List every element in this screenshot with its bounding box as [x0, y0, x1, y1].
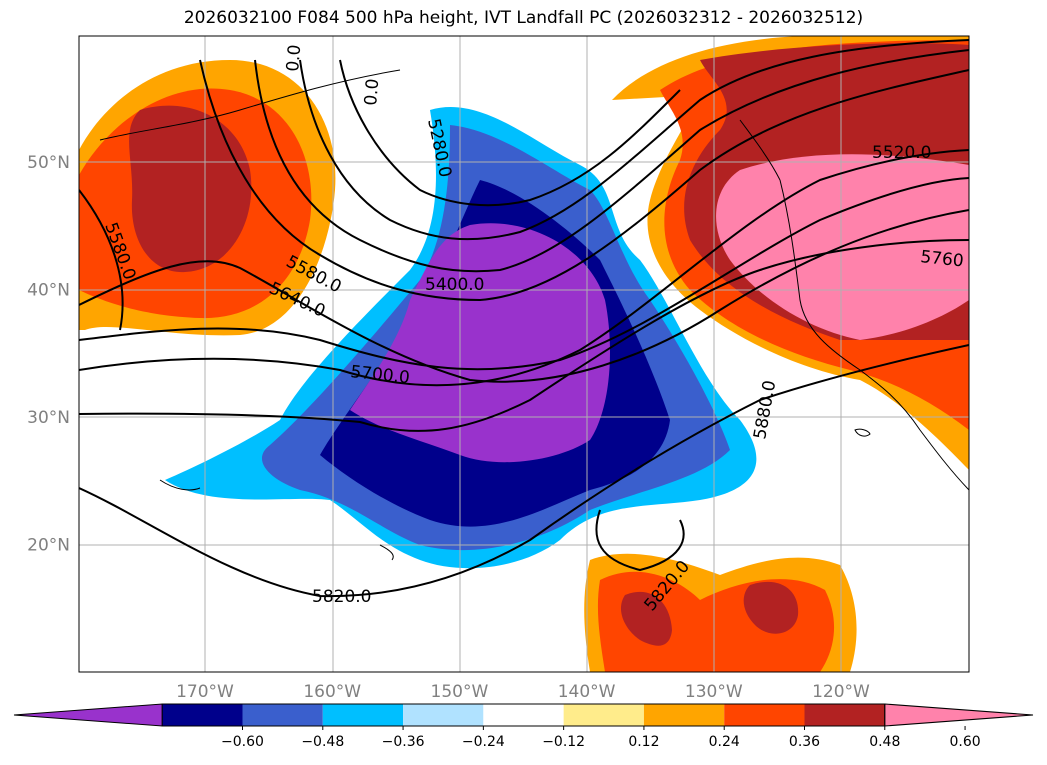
contour-line — [79, 209, 969, 383]
colorbar-extend-high — [884, 703, 1034, 727]
contour-label: 5760 — [919, 247, 964, 271]
contour-line — [79, 344, 969, 598]
colorbar-tick-label: −0.48 — [301, 734, 344, 750]
colorbar-tick-label: 0.12 — [628, 734, 659, 750]
contour-line — [79, 189, 124, 331]
contour-line — [79, 239, 969, 432]
contour-line — [79, 149, 969, 387]
latitude-tick-label: 50°N — [27, 153, 70, 173]
contour-label: 0.0 — [283, 44, 305, 73]
colorbar: −0.60 −0.48 −0.36 −0.24 −0.12 0.12 0.24 0.36 0.4… — [13, 703, 1034, 750]
map-frame — [78, 35, 970, 673]
longitude-tick-label: 150°W — [431, 682, 489, 702]
longitude-tick-label: 130°W — [685, 682, 743, 702]
colorbar-segment — [483, 704, 564, 726]
longitude-tick-label: 120°W — [812, 682, 870, 702]
colorbar-tick-label: 0.36 — [789, 734, 820, 750]
contour-line — [254, 49, 969, 273]
colorbar-segment — [403, 704, 484, 726]
contour-line — [299, 39, 969, 241]
contour-label: 5520.0 — [872, 143, 931, 163]
height-contours — [79, 39, 969, 598]
longitude-tick-label: 160°W — [303, 682, 361, 702]
colorbar-segment — [242, 704, 323, 726]
colorbar-segment — [804, 704, 885, 726]
figure-title: 2026032100 F084 500 hPa height, IVT Land… — [183, 8, 864, 28]
colorbar-tick-label: −0.60 — [221, 734, 264, 750]
colorbar-segment — [322, 704, 404, 726]
colorbar-segment — [563, 704, 644, 726]
longitude-labels: 170°W 160°W 150°W 140°W 130°W 120°W — [176, 682, 870, 702]
coastlines — [99, 69, 969, 561]
contour-label: 0.0 — [361, 78, 383, 107]
colorbar-segment — [162, 704, 243, 726]
contour-label: 5400.0 — [425, 275, 484, 295]
graticule — [79, 36, 969, 672]
ivt-shading — [79, 36, 969, 672]
colorbar-segment — [643, 704, 725, 726]
colorbar-tick-label: −0.36 — [382, 734, 425, 750]
colorbar-tick-label: 0.60 — [949, 734, 980, 750]
latitude-tick-label: 40°N — [27, 281, 70, 301]
colorbar-tick-label: 0.24 — [709, 734, 740, 750]
latitude-labels: 50°N 40°N 30°N 20°N — [27, 153, 70, 556]
colorbar-tick-label: −0.12 — [542, 734, 585, 750]
contour-line — [339, 59, 681, 207]
latitude-tick-label: 30°N — [27, 408, 70, 428]
contour-line — [199, 59, 969, 302]
colorbar-extend-low — [13, 703, 163, 727]
latitude-tick-label: 20°N — [27, 536, 70, 556]
longitude-tick-label: 170°W — [176, 682, 234, 702]
colorbar-tick-label: −0.24 — [462, 734, 505, 750]
colorbar-segment — [724, 704, 805, 726]
contour-label: 5820.0 — [312, 587, 371, 607]
colorbar-tick-label: 0.48 — [869, 734, 900, 750]
contour-line — [595, 509, 685, 572]
colorbar-frame — [161, 703, 886, 727]
longitude-tick-label: 140°W — [558, 682, 616, 702]
